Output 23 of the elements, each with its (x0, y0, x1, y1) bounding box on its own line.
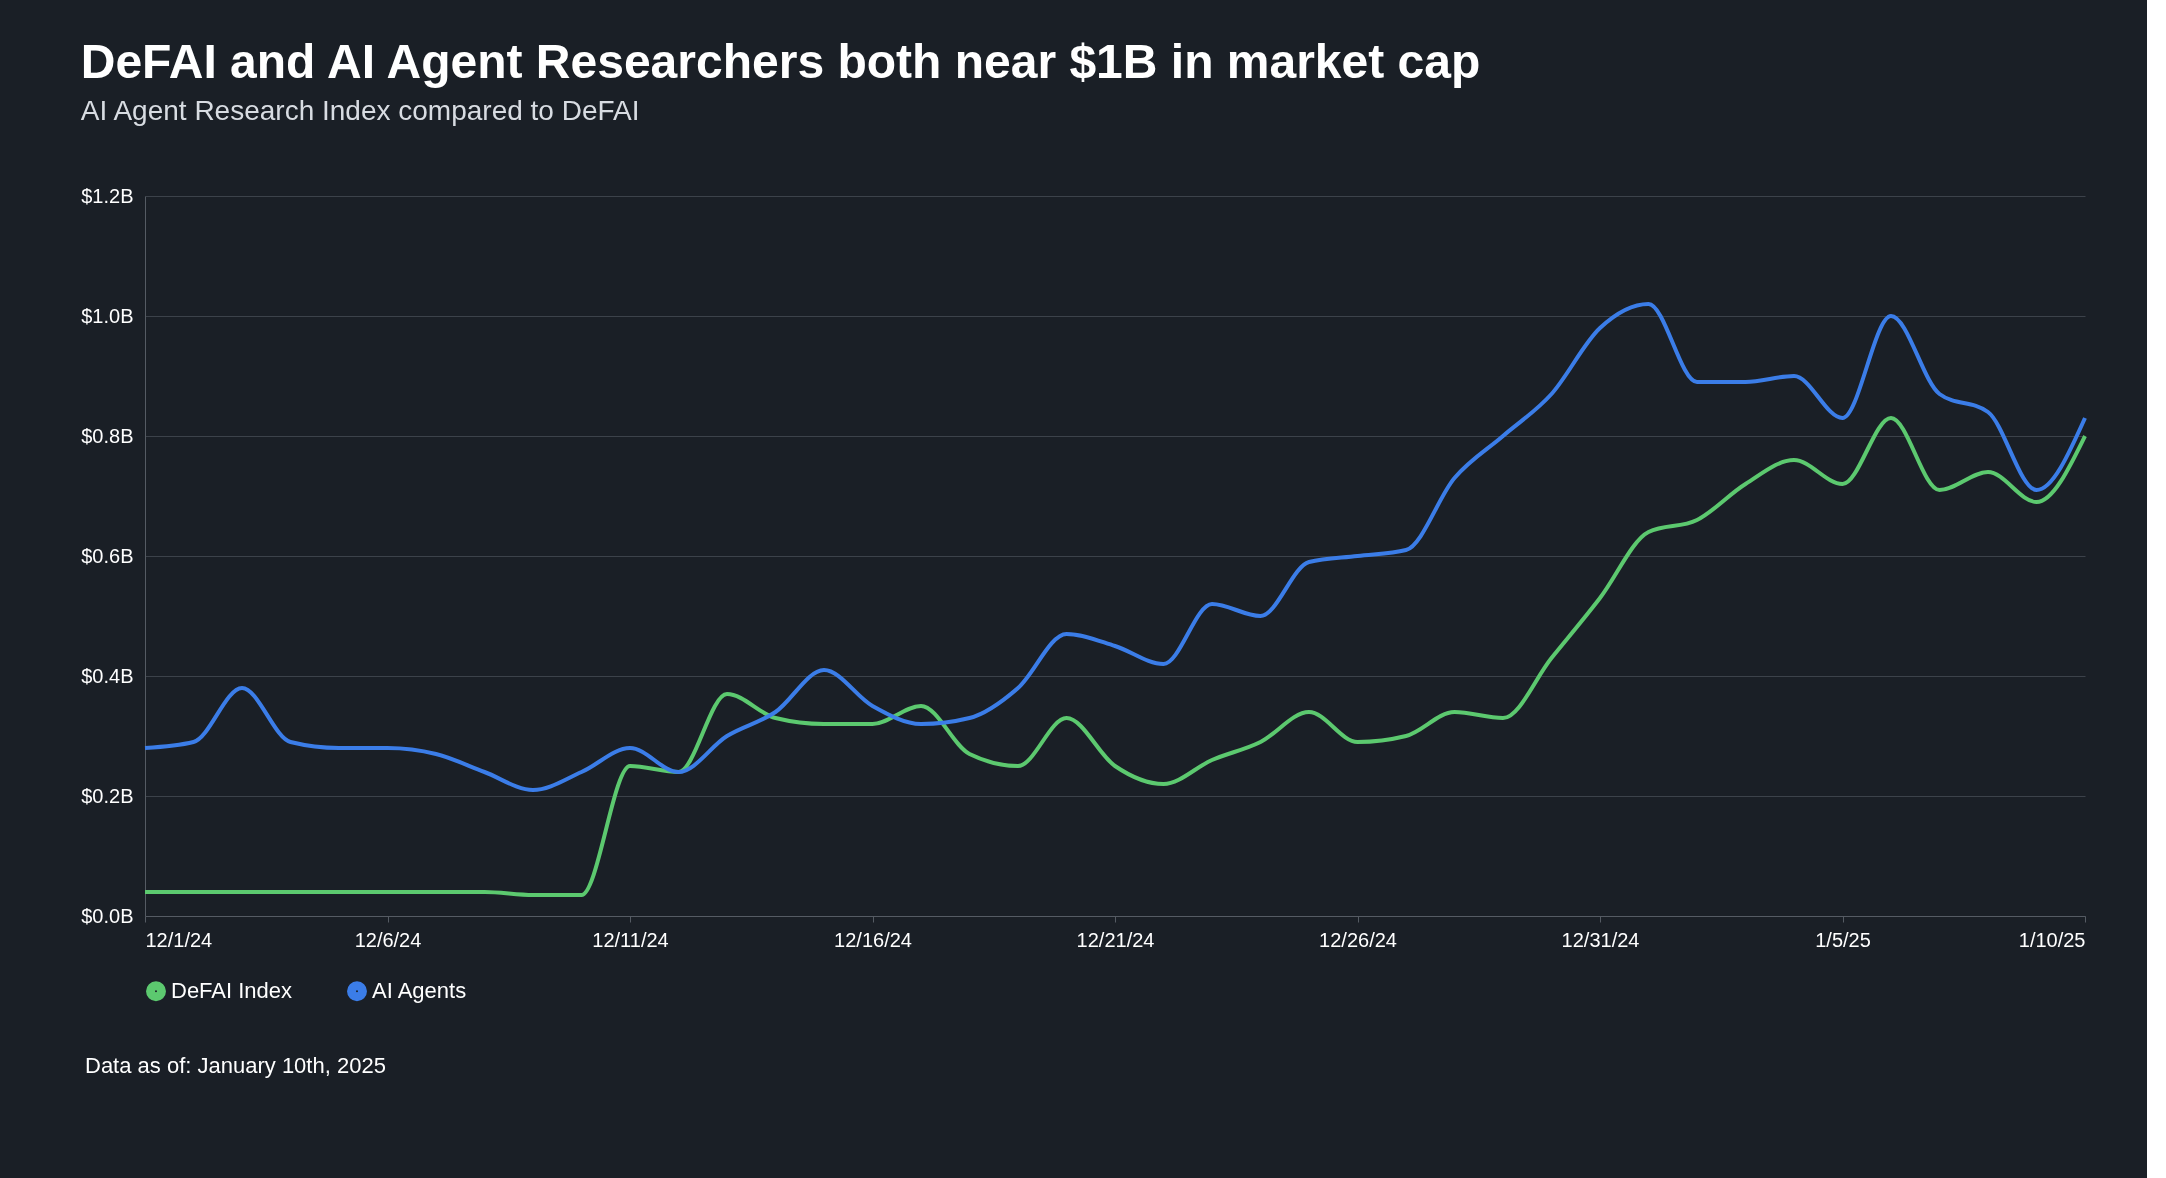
line-series (143, 416, 2087, 897)
x-tick-label: 12/1/24 (145, 928, 213, 951)
y-tick-label: $0.2B (81, 784, 134, 807)
x-tick-label: 1/5/25 (1815, 928, 1871, 951)
y-tick-label: $0.0B (81, 904, 134, 927)
x-tick-label: 12/31/24 (1561, 928, 1640, 951)
x-tick-label: 1/10/25 (2018, 928, 2086, 951)
legend-label: DeFAI Index (171, 978, 293, 1004)
y-tick-label: $1.0B (81, 304, 134, 327)
legend-label: AI Agents (372, 978, 467, 1004)
y-tick-label: $0.8B (81, 424, 134, 447)
x-tick-label: 12/26/24 (1319, 928, 1397, 951)
text: Data as of: January 10th, 2025 (85, 1053, 386, 1078)
line-series (143, 302, 2087, 792)
x-tick-label: 12/16/24 (834, 928, 912, 951)
x-tick-label: 12/21/24 (1076, 928, 1155, 951)
y-tick-label: $0.4B (81, 664, 134, 687)
y-tick-label: $0.6B (81, 544, 134, 567)
x-tick-label: 12/6/24 (354, 928, 422, 951)
chart-subtitle: AI Agent Research Index compared to DeFAI (80, 95, 640, 126)
x-tick-label: 12/11/24 (592, 928, 669, 951)
y-tick-label: $1.2B (81, 184, 134, 207)
chart-title: DeFAI and AI Agent Researchers both near $1B in market cap (80, 35, 1481, 88)
